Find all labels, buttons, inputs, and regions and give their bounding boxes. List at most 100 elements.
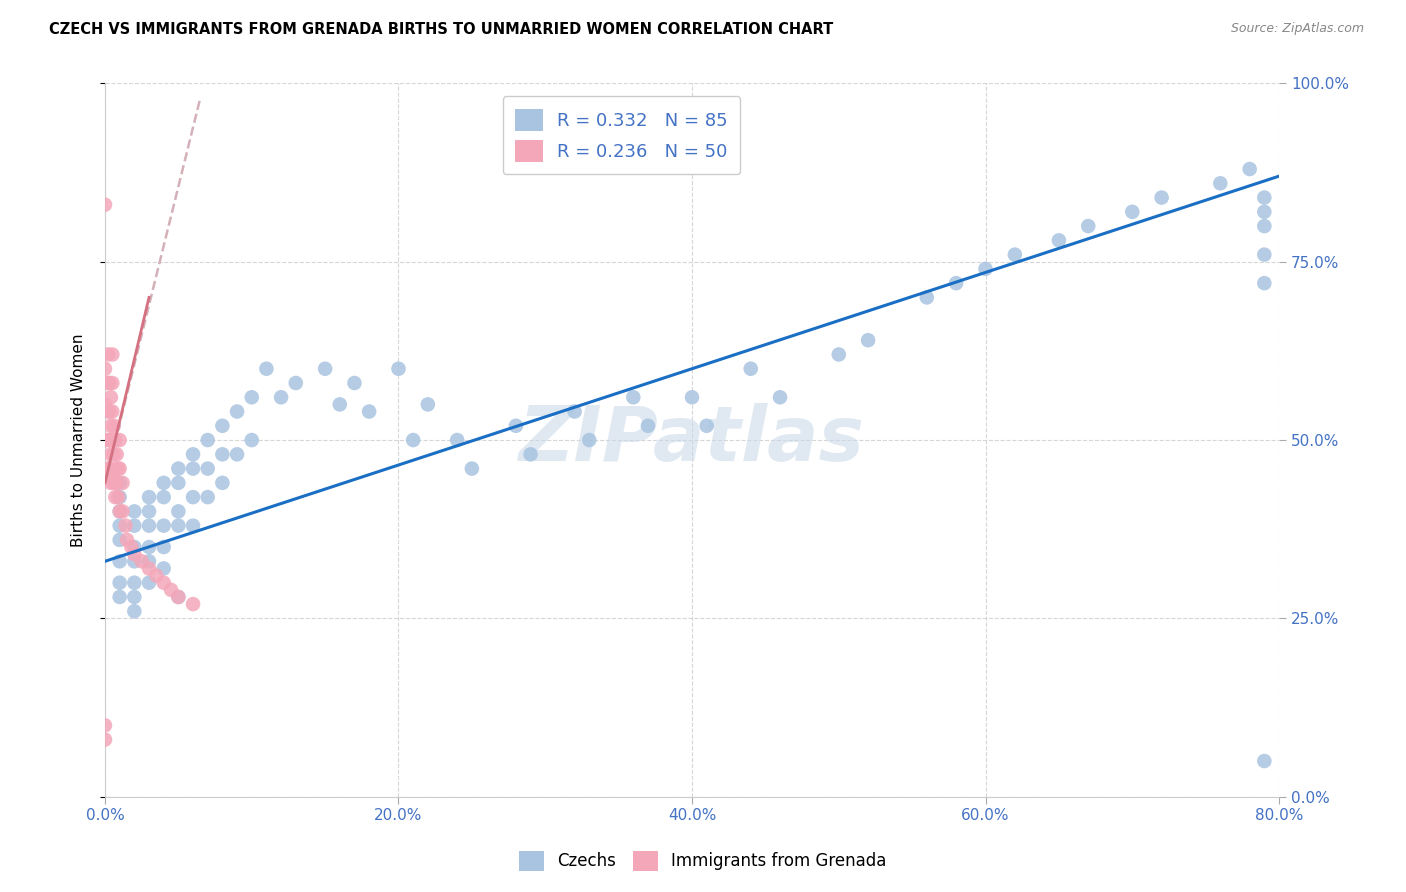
Point [101,404,124,418]
Point [108,475,131,490]
Point [1209,176,1232,190]
Point [124,504,146,518]
Point [564,404,586,418]
Point [402,433,425,447]
Point [108,504,131,518]
Point [114,518,136,533]
Point [974,261,997,276]
Point [98,461,121,475]
Point [197,461,219,475]
Point [945,276,967,290]
Point [105,447,128,461]
Point [101,468,124,483]
Point [101,347,124,361]
Point [211,418,233,433]
Point [124,547,146,561]
Point [740,361,762,376]
Point [621,390,644,404]
Point [284,376,307,390]
Point [167,504,190,518]
Point [578,433,600,447]
Point [124,518,146,533]
Point [152,475,174,490]
Point [1253,276,1275,290]
Point [101,433,124,447]
Point [197,490,219,504]
Point [197,433,219,447]
Point [1253,219,1275,233]
Text: ZIPatlas: ZIPatlas [519,403,865,477]
Point [211,475,233,490]
Point [1253,190,1275,204]
Point [211,447,233,461]
Point [828,347,851,361]
Point [108,554,131,568]
Legend: Czechs, Immigrants from Grenada: Czechs, Immigrants from Grenada [510,842,896,880]
Point [107,490,129,504]
Point [1253,754,1275,768]
Point [94,361,117,376]
Point [105,475,128,490]
Point [696,418,718,433]
Point [138,490,160,504]
Point [138,540,160,554]
Point [98,404,121,418]
Point [329,397,352,411]
Point [167,518,190,533]
Point [181,490,204,504]
Point [111,475,134,490]
Point [167,590,190,604]
Point [240,390,263,404]
Point [94,433,117,447]
Point [181,461,204,475]
Point [181,447,204,461]
Point [416,397,439,411]
Point [108,590,131,604]
Point [97,461,120,475]
Point [461,461,484,475]
Point [104,490,127,504]
Point [1047,233,1070,247]
Point [108,504,131,518]
Point [254,361,277,376]
Point [97,347,120,361]
Point [387,361,409,376]
Point [120,540,142,554]
Point [138,561,160,575]
Point [108,490,131,504]
Point [94,732,117,747]
Point [446,433,468,447]
Point [145,568,167,582]
Point [138,504,160,518]
Point [138,575,160,590]
Point [314,361,336,376]
Point [94,397,117,411]
Point [100,475,122,490]
Legend: R = 0.332   N = 85, R = 0.236   N = 50: R = 0.332 N = 85, R = 0.236 N = 50 [503,96,741,175]
Point [637,418,659,433]
Point [101,376,124,390]
Point [124,604,146,618]
Point [181,518,204,533]
Point [152,575,174,590]
Point [152,490,174,504]
Point [138,554,160,568]
Point [160,582,183,597]
Point [856,333,879,347]
Point [359,404,381,418]
Point [1077,219,1099,233]
Point [138,518,160,533]
Point [681,390,703,404]
Point [108,575,131,590]
Point [97,404,120,418]
Point [152,518,174,533]
Point [94,718,117,732]
Point [124,554,146,568]
Point [108,533,131,547]
Point [167,590,190,604]
Point [98,433,121,447]
Point [152,561,174,575]
Point [152,540,174,554]
Point [226,447,249,461]
Point [115,533,138,547]
